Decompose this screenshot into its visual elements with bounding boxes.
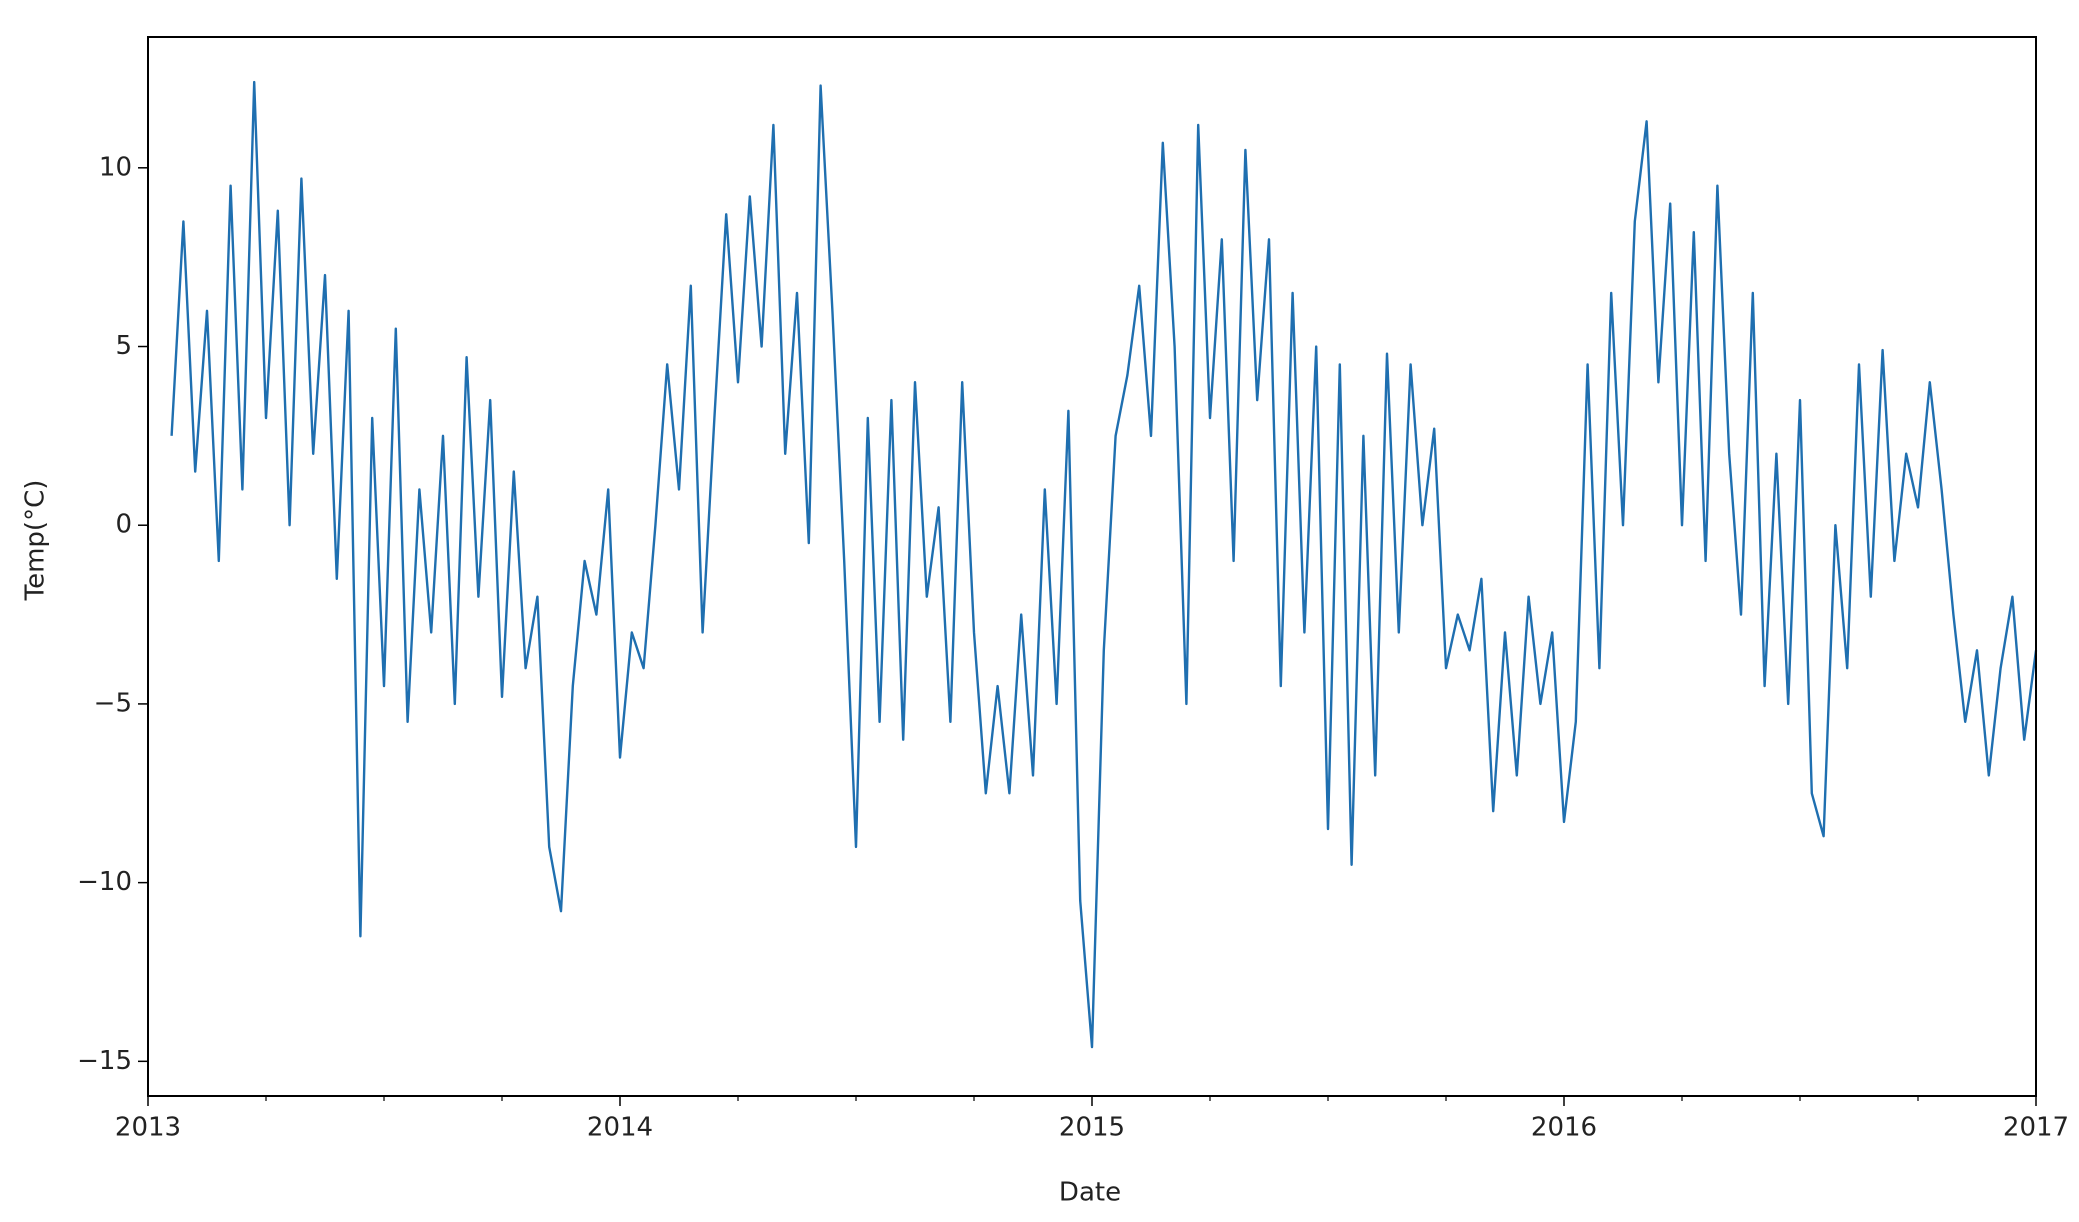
x-tick-label: 2017 [2003, 1113, 2069, 1143]
y-tick-label: −5 [94, 688, 132, 718]
x-axis-label: Date [1059, 1178, 1121, 1208]
y-tick-label: 0 [115, 510, 132, 540]
y-tick-label: 10 [99, 152, 132, 182]
y-tick-label: −10 [77, 867, 132, 897]
x-tick-label: 2016 [1531, 1113, 1597, 1143]
y-axis-label: Temp(°C) [21, 480, 51, 602]
x-tick-label: 2014 [587, 1113, 653, 1143]
plot-frame [147, 36, 2037, 1097]
data-line [170, 80, 2038, 1049]
x-tick-label: 2015 [1059, 1113, 1125, 1143]
y-tick-label: −15 [77, 1046, 132, 1076]
y-tick-label: 5 [115, 331, 132, 361]
x-tick-label: 2013 [115, 1113, 181, 1143]
